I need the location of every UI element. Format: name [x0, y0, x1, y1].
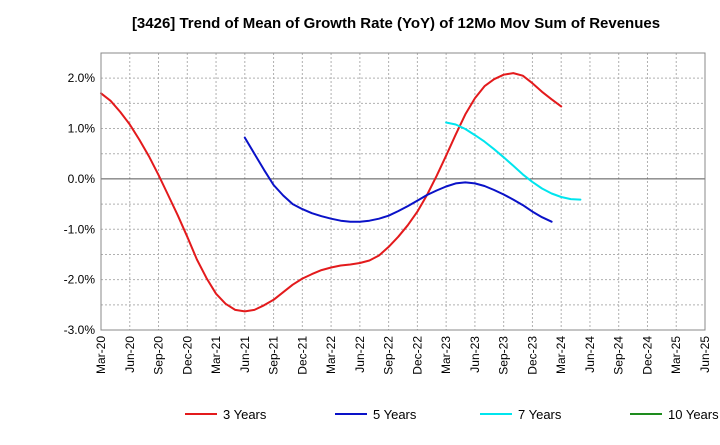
x-tick-label: Mar-25 [669, 336, 683, 374]
y-tick-label: -2.0% [64, 273, 96, 287]
y-tick-label: -3.0% [64, 323, 96, 337]
legend-label-3-years: 3 Years [223, 407, 267, 422]
x-tick-label: Mar-22 [324, 336, 338, 374]
y-tick-label: 0.0% [68, 172, 96, 186]
series-line-3-years [100, 72, 563, 313]
x-tick-label: Dec-24 [640, 336, 654, 375]
x-tick-label: Mar-20 [94, 336, 108, 374]
x-tick-label: Dec-22 [410, 336, 424, 375]
series-layer [100, 72, 582, 313]
x-tick-label: Jun-24 [583, 336, 597, 373]
y-tick-label: 1.0% [68, 122, 96, 136]
x-tick-label: Mar-21 [209, 336, 223, 374]
series-line-7-years [445, 121, 582, 201]
chart-title: [3426] Trend of Mean of Growth Rate (YoY… [132, 15, 660, 32]
plot-frame [100, 52, 706, 331]
legend: 3 Years 5 Years 7 Years 10 Years [185, 407, 719, 422]
grid [101, 53, 705, 330]
x-tick-label: Dec-23 [525, 336, 539, 375]
x-tick-label: Jun-21 [238, 336, 252, 373]
x-tick-label: Sep-23 [497, 336, 511, 375]
x-tick-label: Jun-23 [468, 336, 482, 373]
x-tick-label: Sep-20 [152, 336, 166, 375]
y-tick-label: 2.0% [68, 71, 96, 85]
x-tick-label: Jun-20 [123, 336, 137, 373]
x-tick-label: Dec-20 [180, 336, 194, 375]
y-tick-label: -1.0% [64, 222, 96, 236]
x-tick-label: Mar-24 [554, 336, 568, 374]
x-tick-label: Jun-25 [698, 336, 712, 373]
x-axis-ticks: Mar-20 Jun-20 Sep-20 Dec-20 Mar-21 Jun-21 Sep-… [94, 336, 712, 375]
series-line-5-years [243, 136, 553, 223]
x-tick-label: Dec-21 [295, 336, 309, 375]
x-tick-label: Sep-24 [612, 336, 626, 375]
x-tick-label: Jun-22 [353, 336, 367, 373]
legend-label-7-years: 7 Years [518, 407, 562, 422]
legend-label-10-years: 10 Years [668, 407, 719, 422]
x-tick-label: Sep-22 [382, 336, 396, 375]
y-axis-ticks: 2.0% 1.0% 0.0% -1.0% -2.0% -3.0% [64, 71, 96, 337]
legend-label-5-years: 5 Years [373, 407, 417, 422]
x-tick-label: Mar-23 [439, 336, 453, 374]
x-tick-label: Sep-21 [267, 336, 281, 375]
